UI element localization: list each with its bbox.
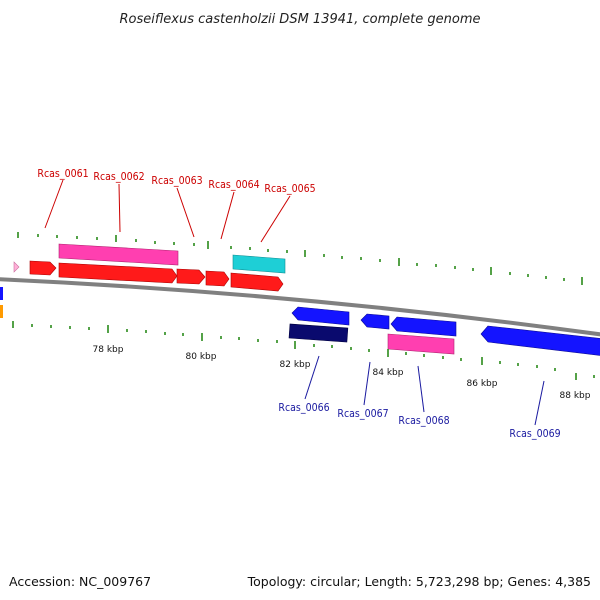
genome-backbone <box>0 277 600 337</box>
leader-line-rcas-0062 <box>118 183 121 233</box>
gene-blue-rcas-0068[interactable] <box>390 316 457 337</box>
axis-labels: 78 kbp 80 kbp 82 kbp 84 kbp 86 kbp 88 kb… <box>93 345 591 401</box>
leader-line-rcas-0069 <box>534 380 545 426</box>
axis-label-82kbp: 82 kbp <box>280 360 311 370</box>
map-title: Roseiflexus castenholzii DSM 13941, comp… <box>120 12 481 27</box>
axis-label-86kbp: 86 kbp <box>467 379 498 389</box>
gene-label-rcas-0067[interactable]: Rcas_0067 <box>337 408 388 420</box>
bottom-strand-genes <box>288 306 600 356</box>
lower-tick-track <box>12 321 595 380</box>
upper-tick-track <box>17 232 583 285</box>
gene-label-rcas-0064[interactable]: Rcas_0064 <box>208 179 259 191</box>
gene-blue-rcas-0066[interactable] <box>291 306 350 326</box>
gene-red-rcas-0064[interactable] <box>205 270 230 287</box>
gene-magenta-rcas-0068b[interactable] <box>387 333 455 355</box>
bottom-gene-labels: Rcas_0066 Rcas_0067 Rcas_0068 Rcas_0069 <box>278 355 561 440</box>
gene-label-rcas-0068[interactable]: Rcas_0068 <box>398 415 449 427</box>
gene-label-rcas-0061[interactable]: Rcas_0061 <box>37 168 88 180</box>
gene-blue-rcas-0067[interactable] <box>360 313 390 330</box>
gene-red-rcas-0065b[interactable] <box>230 272 284 292</box>
gene-label-rcas-0069[interactable]: Rcas_0069 <box>509 428 560 440</box>
axis-label-84kbp: 84 kbp <box>373 368 404 378</box>
accession-text: Accession: NC_009767 <box>9 574 151 589</box>
topology-text: Topology: circular; Length: 5,723,298 bp… <box>247 574 591 589</box>
gene-red-rcas-0063[interactable] <box>176 268 206 285</box>
axis-label-78kbp: 78 kbp <box>93 345 124 355</box>
leader-line-rcas-0068 <box>417 365 425 413</box>
top-gene-labels: Rcas_0061 Rcas_0062 Rcas_0063 Rcas_0064 … <box>37 168 316 243</box>
leader-line-rcas-0065 <box>260 195 291 243</box>
leader-line-rcas-0066 <box>304 355 320 400</box>
leader-line-rcas-0061 <box>44 179 64 229</box>
leader-line-rcas-0063 <box>176 187 195 238</box>
leader-line-rcas-0064 <box>220 191 235 240</box>
top-strand-genes <box>13 243 286 292</box>
gene-navy-rcas-0066b[interactable] <box>288 323 349 343</box>
gene-red-rcas-0062b[interactable] <box>58 262 178 284</box>
axis-label-88kbp: 88 kbp <box>560 391 591 401</box>
gene-pink-partial[interactable] <box>13 261 20 273</box>
gene-blue-partial[interactable] <box>0 287 3 300</box>
gene-orange-partial[interactable] <box>0 305 3 318</box>
gene-blue-rcas-0069[interactable] <box>480 325 600 356</box>
gene-label-rcas-0065[interactable]: Rcas_0065 <box>264 183 315 195</box>
gene-red-rcas-0061[interactable] <box>29 260 57 276</box>
gene-cyan-rcas-0065[interactable] <box>232 254 286 274</box>
gene-label-rcas-0066[interactable]: Rcas_0066 <box>278 402 329 414</box>
axis-label-80kbp: 80 kbp <box>186 352 217 362</box>
gene-magenta-rcas-0062[interactable] <box>58 243 179 266</box>
leader-line-rcas-0067 <box>363 361 371 406</box>
gene-label-rcas-0062[interactable]: Rcas_0062 <box>93 171 144 183</box>
gene-label-rcas-0063[interactable]: Rcas_0063 <box>151 175 202 187</box>
